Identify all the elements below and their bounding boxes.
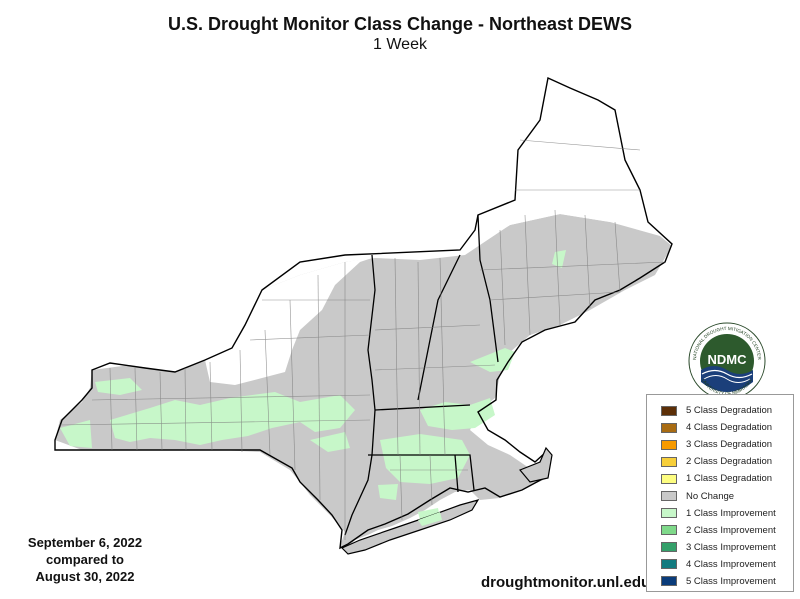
- cape-cod: [519, 446, 553, 483]
- legend-label: 2 Class Degradation: [686, 456, 773, 468]
- state-borders: [344, 214, 499, 536]
- map-title: U.S. Drought Monitor Class Change - Nort…: [167, 14, 633, 34]
- map-subtitle: 1 Week: [373, 36, 427, 53]
- legend-label: 4 Class Degradation: [686, 422, 773, 434]
- legend-swatch: [661, 491, 677, 502]
- legend-swatch: [661, 422, 677, 433]
- compared-to-text: compared to: [45, 552, 124, 567]
- legend-item: 1 Class Degradation: [661, 470, 793, 487]
- legend-item: 4 Class Improvement: [661, 556, 793, 573]
- legend-label: 3 Class Improvement: [686, 541, 776, 553]
- legend-swatch: [661, 439, 677, 450]
- long-island-improvement: [418, 512, 442, 526]
- legend-item: 1 Class Improvement: [661, 505, 793, 522]
- legend-label: 5 Class Degradation: [686, 405, 773, 417]
- legend-label: 3 Class Degradation: [686, 439, 773, 451]
- website-link[interactable]: droughtmonitor.unl.edu: [481, 574, 651, 591]
- legend-label: 4 Class Improvement: [686, 558, 776, 570]
- legend-item: 4 Class Degradation: [661, 419, 793, 436]
- legend-swatch: [661, 508, 677, 519]
- legend-swatch: [661, 525, 677, 536]
- no-change-region: [55, 214, 672, 550]
- state-outlines: [54, 76, 673, 550]
- legend-item: No Change: [661, 487, 793, 504]
- ndmc-logo-icon: NDMC NATIONAL DROUGHT MITIGATION CENTER …: [688, 322, 766, 400]
- legend-item: 2 Class Improvement: [661, 522, 793, 539]
- current-date: September 6, 2022: [27, 535, 143, 550]
- previous-date: August 30, 2022: [35, 569, 135, 584]
- legend-swatch: [661, 456, 677, 467]
- legend-swatch: [661, 576, 677, 587]
- legend-swatch: [661, 542, 677, 553]
- legend-label: 1 Class Degradation: [686, 473, 773, 485]
- long-island: [340, 499, 480, 555]
- legend-item: 3 Class Improvement: [661, 539, 793, 556]
- county-lines: [59, 139, 666, 540]
- map-legend: 5 Class Degradation 4 Class Degradation 3 …: [646, 394, 794, 592]
- legend-label: 5 Class Improvement: [686, 575, 776, 587]
- legend-label: 1 Class Improvement: [686, 507, 776, 519]
- legend-swatch: [661, 405, 677, 416]
- improvement-areas: [60, 250, 566, 520]
- logo-abbr: NDMC: [708, 352, 748, 367]
- unchanged-white-north-maine: [460, 80, 650, 255]
- legend-item: 2 Class Degradation: [661, 453, 793, 470]
- legend-label: 2 Class Improvement: [686, 524, 776, 536]
- legend-item: 3 Class Degradation: [661, 436, 793, 453]
- unchanged-white-north-ny: [205, 258, 372, 385]
- date-comparison: September 6, 2022 compared to August 30,…: [10, 534, 160, 585]
- legend-swatch: [661, 559, 677, 570]
- legend-item: 5 Class Improvement: [661, 573, 793, 590]
- legend-item: 5 Class Degradation: [661, 402, 793, 419]
- legend-swatch: [661, 473, 677, 484]
- legend-label: No Change: [686, 490, 735, 502]
